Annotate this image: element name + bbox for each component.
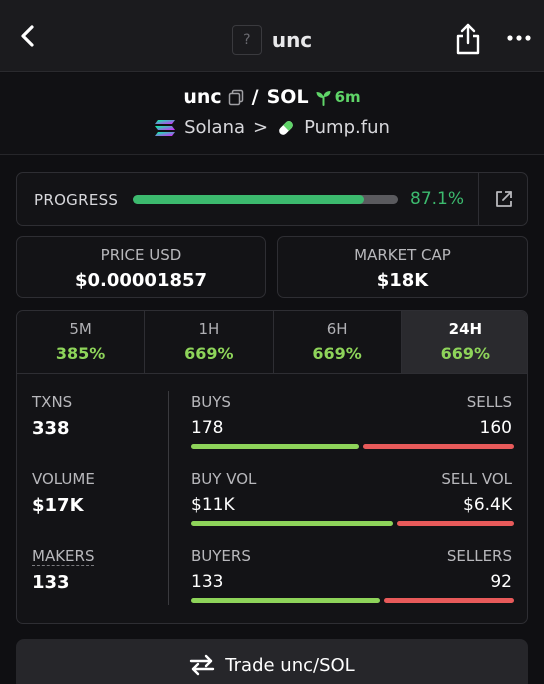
chevron-left-icon [21,25,34,47]
txns-value: 338 [32,418,70,439]
sellers-value: 92 [490,572,512,592]
sell-vol-value: $6.4K [463,495,512,515]
price-usd-value: $0.00001857 [74,270,208,291]
sell-vol-label: SELL VOL [441,470,512,488]
chain-row: Solana > Pump.fun [0,117,544,138]
buy-vol-label: BUY VOL [191,470,257,488]
txns-label: TXNS [32,393,73,411]
token-placeholder-icon: ? [231,25,262,55]
buyers-label: BUYERS [191,547,251,565]
sells-label: SELLS [466,393,512,411]
page-title: unc [271,28,313,52]
sells-value: 160 [479,418,512,438]
top-nav-bar: ? unc [0,0,544,72]
swap-arrows-icon [190,654,215,676]
buys-value: 178 [191,418,224,438]
trade-button-label: Trade unc/SOL [225,654,355,676]
buy-vol-bar [191,521,393,526]
tab-1h[interactable]: 1H 669% [145,311,274,373]
tab-change: 669% [440,344,491,363]
buys-sells-bar [191,444,514,449]
tab-change: 385% [55,344,106,363]
pair-age-text: 6m [334,88,361,106]
tab-name: 6H [326,320,348,338]
share-button[interactable] [452,22,484,56]
price-usd-card: PRICE USD $0.00001857 [16,236,266,298]
buyers-sellers-bar [191,598,514,603]
share-icon [456,23,480,55]
quote-symbol: SOL [266,86,309,108]
pair-header: unc / SOL 6m Sol [0,73,544,155]
tab-5m[interactable]: 5M 385% [17,311,146,373]
more-options-button[interactable] [504,28,534,48]
pair-row: unc / SOL 6m [0,86,544,108]
progress-label: PROGRESS [34,191,119,209]
buy-vol-value: $11K [191,495,235,515]
external-link-button[interactable] [478,173,529,225]
trade-button[interactable]: Trade unc/SOL [16,639,528,684]
pair-age: 6m [315,88,361,106]
back-button[interactable] [14,22,42,50]
buyers-bar [191,598,380,603]
sell-vol-bar [396,521,514,526]
chevron-right-icon: > [253,117,269,138]
chain-name[interactable]: Solana [184,117,246,138]
tab-name: 5M [69,320,92,338]
dex-name[interactable]: Pump.fun [304,117,390,138]
market-cap-value: $18K [376,270,429,291]
sellers-label: SELLERS [446,547,512,565]
pill-icon [279,120,293,135]
buys-bar [191,444,359,449]
stats-divider [168,391,169,605]
makers-label[interactable]: MAKERS [32,547,95,566]
volume-label: VOLUME [32,470,95,488]
market-cap-card: MARKET CAP $18K [277,236,528,298]
nav-title-group: ? unc [0,24,544,56]
tab-24h[interactable]: 24H 669% [401,311,527,373]
price-usd-label: PRICE USD [100,246,182,264]
makers-value: 133 [32,572,70,593]
volume-value: $17K [32,495,84,516]
more-horizontal-icon [507,35,531,41]
seedling-icon [316,90,331,106]
copy-icon[interactable] [228,89,244,106]
timeframe-tabs: 5M 385% 1H 669% 6H 669% 24H 669% [17,311,527,374]
tab-name: 24H [448,320,483,338]
base-symbol: unc [183,86,222,108]
stats-card: 5M 385% 1H 669% 6H 669% 24H 669% TXNS 33… [16,310,528,624]
progress-card: PROGRESS 87.1% [16,172,528,226]
solana-logo-icon [155,119,176,136]
sells-bar [362,444,514,449]
tab-6h[interactable]: 6H 669% [274,311,402,373]
tab-change: 669% [184,344,234,363]
buyers-value: 133 [191,572,224,592]
external-link-icon [496,191,512,207]
progress-value: 87.1% [410,189,465,209]
progress-bar [133,195,398,204]
buy-sell-vol-bar [191,521,514,526]
tab-change: 669% [312,344,362,363]
tab-name: 1H [198,320,220,338]
sellers-bar [383,598,514,603]
buys-label: BUYS [191,393,231,411]
pair-separator: / [251,86,259,108]
progress-bar-fill [133,195,364,204]
market-cap-label: MARKET CAP [354,246,451,264]
